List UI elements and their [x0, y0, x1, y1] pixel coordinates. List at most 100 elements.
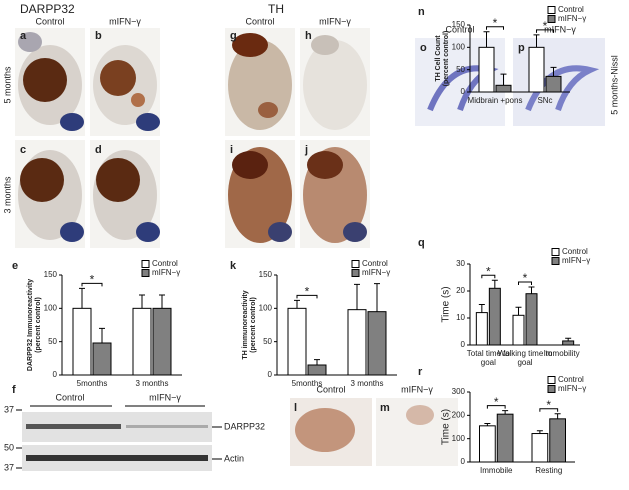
panel-label: c — [20, 144, 26, 156]
error-bar — [139, 294, 145, 309]
significance-bracket — [486, 405, 506, 409]
y-tick-label: 10 — [456, 313, 465, 322]
legend-label: Control — [152, 259, 178, 268]
error-bar — [478, 304, 485, 313]
panel-label: n — [418, 6, 425, 18]
y-axis-label: TH Cell Count — [435, 35, 442, 82]
legend-swatch — [351, 269, 360, 277]
significance-bracket — [539, 408, 559, 412]
column-label: mIFN−γ — [109, 16, 141, 26]
error-bar — [533, 34, 540, 48]
error-bar — [500, 73, 507, 86]
x-tick-label: Total time to goal — [466, 349, 510, 367]
legend-label: mIFN−γ — [152, 268, 180, 277]
header: DARPP32 — [20, 2, 75, 16]
blot-marker: 50 — [4, 442, 14, 452]
legend-label: Control — [558, 5, 584, 14]
x-tick-label: 5months — [291, 379, 323, 388]
error-bar — [79, 287, 85, 309]
legend-label: mIFN−γ — [558, 384, 586, 393]
column-label: Control — [35, 16, 64, 26]
bar — [307, 364, 327, 376]
error-bar — [550, 66, 557, 77]
y-tick-label: 50 — [48, 337, 57, 346]
blot-group: mIFN−γ — [149, 392, 181, 402]
error-bar — [99, 327, 105, 343]
blot-marker: 37 — [4, 404, 14, 414]
error-bar — [491, 279, 498, 289]
x-tick-label: 3 months — [350, 379, 384, 388]
panel-label: p — [518, 42, 525, 54]
ihc-label: Control — [316, 384, 345, 394]
y-tick-label: 0 — [461, 87, 466, 96]
bar — [488, 287, 501, 346]
error-bar — [374, 283, 380, 312]
x-tick-label: Immobility — [543, 349, 580, 358]
x-tick-label: 5months — [76, 379, 108, 388]
error-bar — [554, 413, 561, 419]
bar — [528, 46, 545, 93]
x-tick-label: Midbrain +pons — [467, 96, 523, 105]
panel-label: f — [12, 384, 16, 396]
error-bar — [314, 359, 320, 365]
panel-label: h — [305, 30, 312, 42]
column-label: Control — [445, 24, 474, 34]
bar — [347, 309, 367, 376]
legend-swatch — [547, 15, 556, 23]
panel-label: m — [380, 402, 390, 414]
annotation: * — [546, 398, 551, 412]
brain-images — [15, 28, 605, 466]
panel-label: g — [230, 30, 237, 42]
annotation: * — [90, 273, 95, 287]
panel-label: q — [418, 237, 425, 249]
bar — [562, 340, 575, 346]
bar — [479, 425, 496, 463]
panel-label: o — [420, 42, 427, 54]
panel-label: j — [304, 144, 308, 156]
bar — [496, 413, 514, 463]
y-tick-label: 0 — [461, 457, 466, 466]
bar — [545, 75, 562, 93]
significance-bracket — [296, 294, 318, 299]
header: TH — [268, 2, 284, 16]
significance-bracket — [486, 26, 504, 30]
bar — [495, 84, 512, 93]
ihc-label: mIFN−γ — [401, 384, 433, 394]
annotation: * — [486, 264, 491, 278]
bar — [367, 311, 387, 376]
annotation: * — [493, 16, 498, 30]
legend-label: mIFN−γ — [562, 256, 590, 265]
panel-label: a — [20, 30, 27, 42]
legend-swatch — [551, 257, 560, 265]
error-bar — [565, 337, 572, 341]
error-bar — [354, 283, 360, 310]
y-tick-label: 50 — [456, 65, 465, 74]
y-tick-label: 30 — [456, 259, 465, 268]
panel-label: k — [230, 260, 237, 272]
panel-label: e — [12, 260, 18, 272]
blot-band: Actin — [224, 453, 244, 463]
annotation: * — [305, 285, 310, 299]
error-bar — [483, 31, 490, 48]
error-bar — [294, 299, 300, 309]
panel-label: b — [95, 30, 102, 42]
bar — [549, 418, 566, 463]
bar — [287, 307, 307, 376]
column-label: mIFN−γ — [544, 24, 576, 34]
y-tick-label: 0 — [461, 340, 466, 349]
y-tick-label: 100 — [452, 42, 466, 51]
y-tick-label: 100 — [259, 303, 273, 312]
row-label: 5 months — [2, 66, 12, 104]
panel-label: l — [294, 402, 297, 414]
legend-swatch — [547, 6, 556, 14]
panel-label: r — [418, 366, 423, 378]
legend-swatch — [351, 260, 360, 268]
y-tick-label: 150 — [259, 270, 273, 279]
legend-label: mIFN−γ — [558, 14, 586, 23]
bar — [132, 307, 152, 376]
x-tick-label: 3 months — [135, 379, 169, 388]
legend-swatch — [551, 248, 560, 256]
y-tick-label: 20 — [456, 286, 465, 295]
row-label: 3 months — [2, 176, 12, 214]
western-blot — [16, 405, 222, 471]
